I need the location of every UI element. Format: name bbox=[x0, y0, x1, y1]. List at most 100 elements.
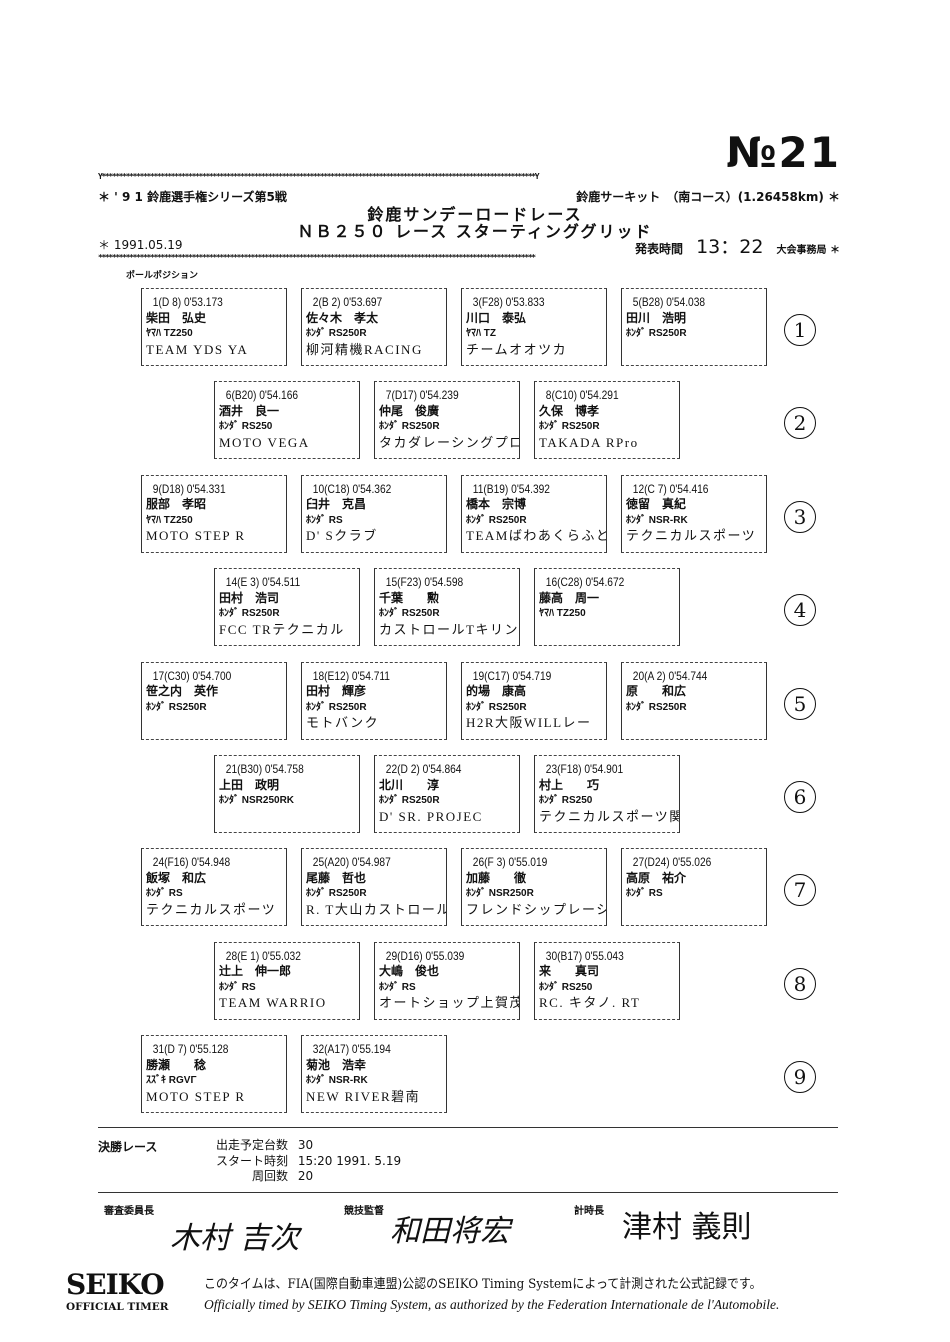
announce-time: 13：22 bbox=[696, 236, 764, 258]
entry-position-time: 24(F16) 0'54.948 bbox=[152, 855, 231, 870]
pole-position-label: ポールポジション bbox=[126, 271, 199, 281]
entry-machine: ﾎﾝﾀﾞ NSR-RK bbox=[626, 514, 688, 526]
entry-team: モトバンク bbox=[306, 715, 380, 731]
grid-entry: 27(D24) 0'55.026 高原 祐介 ﾎﾝﾀﾞ RS bbox=[621, 848, 767, 927]
grid-entry: 6(B20) 0'54.166 酒井 良一 ﾎﾝﾀﾞ RS250 MOTO VEGA bbox=[214, 381, 360, 460]
starters-label: 出走予定台数 bbox=[215, 1138, 288, 1152]
entry-team: テクニカルスポーツ bbox=[626, 528, 757, 544]
grid-row-number: 2 bbox=[784, 407, 816, 440]
entry-machine: ﾎﾝﾀﾞ RS250R bbox=[539, 421, 600, 433]
grid-entry: 30(B17) 0'55.043 来 真司 ﾎﾝﾀﾞ RS250 RC. キタノ. R… bbox=[534, 941, 680, 1020]
entry-machine: ﾎﾝﾀﾞ RS250R bbox=[379, 421, 440, 433]
entry-position-time: 11(B19) 0'54.392 bbox=[472, 481, 550, 496]
entry-position-time: 3(F28) 0'53.833 bbox=[472, 295, 545, 309]
divider bbox=[98, 1127, 838, 1128]
entry-rider: 田村 浩司 bbox=[219, 590, 280, 605]
grid-entry: 25(A20) 0'54.987 尾藤 哲也 ﾎﾝﾀﾞ RS250R R. T大山カス… bbox=[301, 848, 447, 927]
entry-machine: ﾎﾝﾀﾞ RS250R bbox=[219, 608, 280, 620]
grid-entry: 3(F28) 0'53.833 川口 泰弘 ﾔﾏﾊ TZ チームオオツカ bbox=[461, 288, 607, 366]
grid-entry: 10(C18) 0'54.362 臼井 克昌 ﾎﾝﾀﾞ RS D' Sクラブ bbox=[301, 474, 447, 553]
entry-team: テクニカルスポーツ関東 bbox=[539, 808, 679, 824]
grid-entry: 23(F18) 0'54.901 村上 巧 ﾎﾝﾀﾞ RS250 テクニカルスポーツ関… bbox=[534, 755, 680, 833]
document-number: №21 bbox=[726, 128, 841, 177]
entry-rider: 久保 博孝 bbox=[539, 403, 600, 418]
final-race-label: 決勝レース bbox=[98, 1140, 158, 1154]
entry-rider: 来 真司 bbox=[539, 964, 600, 979]
entry-machine: ﾎﾝﾀﾞ RS bbox=[626, 888, 663, 900]
entry-rider: 千葉 勲 bbox=[379, 590, 440, 605]
entry-rider: 菊池 浩幸 bbox=[306, 1057, 367, 1072]
entry-team: H2R大阪WILLレー bbox=[466, 715, 592, 731]
entry-rider: 北川 淳 bbox=[379, 777, 440, 792]
grid-entry: 20(A 2) 0'54.744 原 和広 ﾎﾝﾀﾞ RS250R bbox=[621, 661, 767, 740]
entry-machine: ﾔﾏﾊ TZ250 bbox=[146, 514, 193, 526]
entry-machine: ﾎﾝﾀﾞ RS250R bbox=[466, 514, 527, 526]
entry-team: TEAM YDS YA bbox=[146, 341, 249, 357]
entry-rider: 辻上 伸一郎 bbox=[219, 964, 292, 979]
grid-row-number: 3 bbox=[784, 500, 816, 533]
header-border-top: Y***************************************… bbox=[98, 172, 540, 181]
entry-rider: 仲尾 俊廣 bbox=[379, 403, 440, 418]
entry-machine: ﾔﾏﾊ TZ250 bbox=[146, 328, 193, 339]
entry-team: チームオオツカ bbox=[466, 341, 568, 357]
entry-machine: ﾎﾝﾀﾞ RS bbox=[379, 981, 416, 993]
entry-position-time: 10(C18) 0'54.362 bbox=[312, 481, 392, 496]
entry-position-time: 20(A 2) 0'54.744 bbox=[632, 668, 708, 683]
entry-team: フレンドシップレーシン bbox=[466, 901, 606, 917]
entry-rider: 高原 祐介 bbox=[626, 870, 687, 885]
signature-1: 木村 吉次 bbox=[170, 1221, 300, 1256]
entry-rider: 服部 孝昭 bbox=[146, 497, 207, 512]
event-title: 鈴鹿サンデーロードレース bbox=[367, 205, 583, 224]
grid-entry: 22(D 2) 0'54.864 北川 淳 ﾎﾝﾀﾞ RS250R D' SR. PR… bbox=[374, 755, 520, 833]
entry-rider: 酒井 良一 bbox=[219, 403, 280, 418]
circuit-info: 鈴鹿サーキット （南コース）(1.26458km) ＊ bbox=[576, 190, 840, 204]
grid-entry: 28(E 1) 0'55.032 辻上 伸一郎 ﾎﾝﾀﾞ RS TEAM WARRIO bbox=[214, 941, 360, 1020]
entry-machine: ﾎﾝﾀﾞ RS bbox=[146, 888, 183, 900]
grid-entry: 12(C 7) 0'54.416 徳留 真紀 ﾎﾝﾀﾞ NSR-RK テクニカルスポー… bbox=[621, 474, 767, 553]
final-race-info: 出走予定台数 スタート時刻 周回数 30 15:20 1991. 5.19 20 bbox=[170, 1138, 401, 1185]
grid-row-number: 4 bbox=[784, 594, 816, 627]
grid-entry: 19(C17) 0'54.719 的場 康高 ﾎﾝﾀﾞ RS250R H2R大阪WIL… bbox=[461, 661, 607, 740]
signature-3: 津村 義則 bbox=[622, 1210, 752, 1245]
entry-team: 柳河精機RACING bbox=[306, 341, 423, 357]
timing-note-jp: このタイムは、FIA(国際自動車連盟)公認のSEIKO Timing Syste… bbox=[204, 1277, 762, 1292]
grid-entry: 18(E12) 0'54.711 田村 輝彦 ﾎﾝﾀﾞ RS250R モトバンク bbox=[301, 661, 447, 740]
entry-team: TEAMばわあくらふと bbox=[466, 528, 606, 544]
entry-machine: ﾎﾝﾀﾞ RS250R bbox=[306, 328, 367, 339]
entry-position-time: 19(C17) 0'54.719 bbox=[472, 668, 552, 683]
signature-2: 和田将宏 bbox=[390, 1214, 510, 1249]
entry-machine: ﾎﾝﾀﾞ RS250R bbox=[379, 795, 440, 806]
entry-machine: ﾔﾏﾊ TZ bbox=[466, 328, 496, 339]
entry-machine: ﾎﾝﾀﾞ RS250R bbox=[306, 888, 367, 900]
official-title-2: 競技監督 bbox=[344, 1206, 384, 1217]
entry-machine: ﾎﾝﾀﾞ RS250R bbox=[626, 328, 687, 339]
entry-position-time: 18(E12) 0'54.711 bbox=[312, 668, 390, 683]
entry-rider: 田村 輝彦 bbox=[306, 684, 367, 699]
entry-team: MOTO STEP R bbox=[146, 528, 246, 544]
entry-rider: 的場 康高 bbox=[466, 684, 527, 699]
grid-row-number: 6 bbox=[784, 781, 816, 813]
grid-entry: 14(E 3) 0'54.511 田村 浩司 ﾎﾝﾀﾞ RS250R FCC TRテク… bbox=[214, 568, 360, 647]
entry-position-time: 7(D17) 0'54.239 bbox=[385, 388, 459, 403]
entry-team: FCC TRテクニカル bbox=[219, 621, 345, 637]
entry-position-time: 22(D 2) 0'54.864 bbox=[385, 762, 462, 776]
start-label: スタート時刻 bbox=[215, 1153, 288, 1168]
entry-rider: 臼井 克昌 bbox=[306, 497, 367, 512]
grid-entry: 31(D 7) 0'55.128 勝瀬 稔 ｽｽﾞｷ RGVΓ MOTO STEP R bbox=[141, 1035, 287, 1114]
entry-team: D' SR. PROJEC bbox=[379, 808, 483, 824]
entry-machine: ﾎﾝﾀﾞ RS bbox=[306, 514, 343, 526]
entry-position-time: 21(B30) 0'54.758 bbox=[225, 762, 304, 776]
entry-machine: ﾔﾏﾊ TZ250 bbox=[539, 608, 586, 620]
entry-team: MOTO VEGA bbox=[219, 434, 310, 450]
starters-value: 30 bbox=[297, 1138, 314, 1152]
grid-entry: 1(D 8) 0'53.173 柴田 弘史 ﾔﾏﾊ TZ250 TEAM YDS YA bbox=[141, 288, 287, 366]
entry-position-time: 23(F18) 0'54.901 bbox=[545, 762, 624, 776]
grid-entry: 16(C28) 0'54.672 藤高 周一 ﾔﾏﾊ TZ250 bbox=[534, 568, 680, 647]
seiko-logo-sub: OFFICIAL TIMER bbox=[66, 1301, 169, 1313]
grid-entry: 17(C30) 0'54.700 笹之内 英作 ﾎﾝﾀﾞ RS250R bbox=[141, 661, 287, 740]
entry-position-time: 14(E 3) 0'54.511 bbox=[225, 575, 301, 590]
entry-machine: ﾎﾝﾀﾞ RS250 bbox=[539, 981, 593, 993]
entry-rider: 村上 巧 bbox=[539, 777, 600, 792]
laps-label: 周回数 bbox=[251, 1169, 288, 1183]
entry-rider: 勝瀬 稔 bbox=[146, 1057, 207, 1072]
